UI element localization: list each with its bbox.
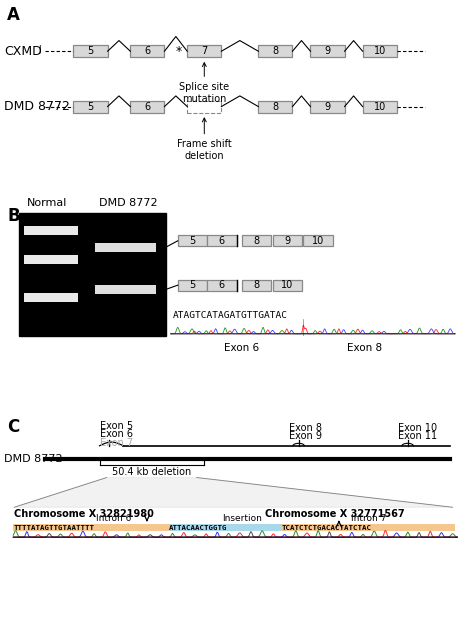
Text: 9: 9 — [325, 102, 330, 112]
Text: 10: 10 — [374, 46, 386, 57]
FancyBboxPatch shape — [303, 235, 333, 247]
Text: J: J — [39, 45, 41, 53]
Text: Exon 8: Exon 8 — [289, 424, 322, 433]
Text: Exon 8: Exon 8 — [347, 343, 383, 353]
Text: C: C — [7, 418, 19, 436]
FancyBboxPatch shape — [258, 45, 292, 57]
Text: Exon 10: Exon 10 — [398, 424, 438, 433]
Text: 9: 9 — [284, 236, 290, 246]
Text: 10: 10 — [281, 280, 293, 290]
Text: DMD 8772: DMD 8772 — [4, 100, 70, 113]
Text: Exon 5: Exon 5 — [100, 421, 133, 431]
FancyBboxPatch shape — [187, 101, 221, 112]
Text: B: B — [7, 207, 20, 225]
Text: 10: 10 — [312, 236, 324, 246]
Text: 50.4 kb deletion: 50.4 kb deletion — [112, 467, 191, 478]
Text: 6: 6 — [219, 236, 225, 246]
Text: 6: 6 — [219, 280, 225, 290]
Text: Exon 11: Exon 11 — [398, 432, 438, 442]
FancyBboxPatch shape — [207, 235, 237, 247]
FancyBboxPatch shape — [95, 285, 156, 294]
Text: Chromosome X 32821980: Chromosome X 32821980 — [14, 509, 154, 519]
Text: ATAGTCATAGATGTTGATAC: ATAGTCATAGATGTTGATAC — [173, 310, 288, 319]
FancyBboxPatch shape — [130, 101, 164, 112]
Text: 8: 8 — [273, 102, 278, 112]
FancyBboxPatch shape — [273, 279, 302, 291]
FancyBboxPatch shape — [24, 255, 78, 265]
Text: 5: 5 — [87, 102, 94, 112]
FancyBboxPatch shape — [207, 279, 237, 291]
Text: 8: 8 — [254, 280, 259, 290]
Text: CXMD: CXMD — [4, 45, 42, 58]
FancyBboxPatch shape — [95, 243, 156, 252]
Text: 10: 10 — [374, 102, 386, 112]
Text: Splice site
mutation: Splice site mutation — [179, 63, 229, 104]
Text: DMD 8772: DMD 8772 — [4, 454, 63, 464]
Text: TCATCTCTGACACTATCTAC: TCATCTCTGACACTATCTAC — [282, 525, 372, 531]
Text: Insertion: Insertion — [222, 514, 262, 524]
Text: 5: 5 — [87, 46, 94, 57]
Text: Exon 9: Exon 9 — [289, 432, 322, 442]
Text: Chromosome X 32771567: Chromosome X 32771567 — [265, 509, 405, 519]
Text: 5: 5 — [189, 280, 196, 290]
FancyBboxPatch shape — [178, 235, 207, 247]
Text: Frame shift
deletion: Frame shift deletion — [177, 118, 232, 161]
FancyBboxPatch shape — [24, 293, 78, 302]
FancyBboxPatch shape — [363, 101, 397, 112]
FancyBboxPatch shape — [363, 45, 397, 57]
Text: Intron 6: Intron 6 — [96, 514, 131, 524]
Text: 6: 6 — [145, 102, 150, 112]
Polygon shape — [14, 478, 453, 507]
Text: 6: 6 — [145, 46, 150, 57]
Text: Intron 7: Intron 7 — [351, 514, 386, 524]
Text: *: * — [175, 45, 182, 58]
FancyBboxPatch shape — [13, 524, 169, 531]
Text: DMD 8772: DMD 8772 — [99, 198, 157, 208]
FancyBboxPatch shape — [187, 45, 221, 57]
FancyBboxPatch shape — [178, 279, 207, 291]
Text: 7: 7 — [201, 46, 208, 57]
FancyBboxPatch shape — [24, 225, 78, 235]
Text: 8: 8 — [273, 46, 278, 57]
FancyBboxPatch shape — [273, 235, 302, 247]
FancyBboxPatch shape — [258, 101, 292, 112]
FancyBboxPatch shape — [19, 214, 166, 336]
Text: Exon 6: Exon 6 — [224, 343, 259, 353]
FancyBboxPatch shape — [310, 45, 345, 57]
FancyBboxPatch shape — [73, 45, 108, 57]
Text: ATTACAACTGGTG: ATTACAACTGGTG — [169, 525, 228, 531]
Text: 9: 9 — [325, 46, 330, 57]
FancyBboxPatch shape — [282, 524, 455, 531]
Text: 5: 5 — [189, 236, 196, 246]
FancyBboxPatch shape — [242, 279, 271, 291]
Text: 8: 8 — [254, 236, 259, 246]
FancyBboxPatch shape — [130, 45, 164, 57]
Text: Exon 6: Exon 6 — [100, 429, 133, 440]
Text: TTTTATAGTTGTAATTTT: TTTTATAGTTGTAATTTT — [13, 525, 94, 531]
Text: A: A — [7, 6, 20, 24]
Text: Normal: Normal — [27, 198, 68, 208]
FancyBboxPatch shape — [310, 101, 345, 112]
Text: Exon 7: Exon 7 — [100, 438, 133, 448]
FancyBboxPatch shape — [242, 235, 271, 247]
FancyBboxPatch shape — [169, 524, 282, 531]
FancyBboxPatch shape — [73, 101, 108, 112]
